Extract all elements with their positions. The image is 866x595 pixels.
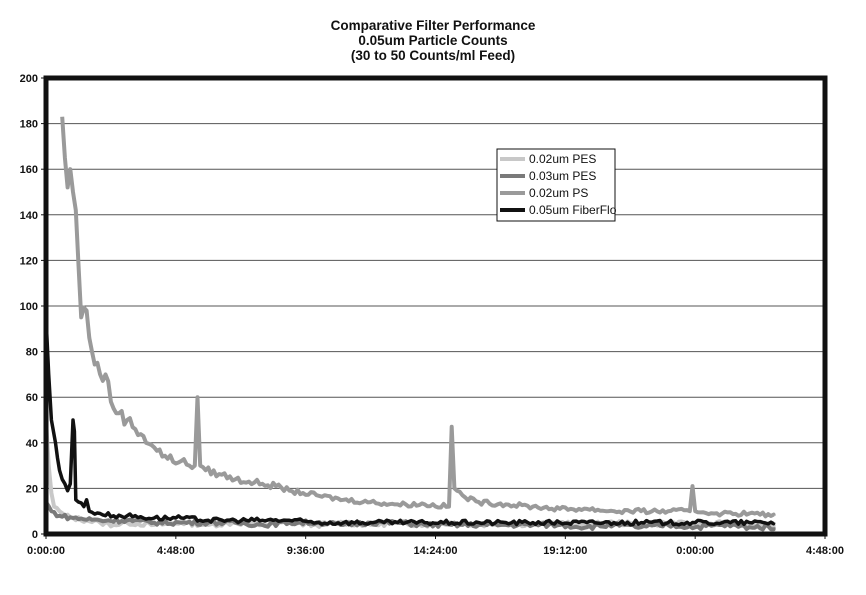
y-tick-label: 140 <box>20 210 38 222</box>
y-tick-label: 20 <box>26 483 38 495</box>
y-tick-label: 160 <box>20 164 38 176</box>
x-tick-label: 4:48:00 <box>806 545 844 557</box>
y-tick-label: 80 <box>26 347 38 359</box>
x-axis: 0:00:00 4:48:00 9:36:00 14:24:00 19:12:00 0:0… <box>27 534 844 557</box>
chart-title-line-2: 0.05um Particle Counts <box>358 33 508 48</box>
series-line-1 <box>44 501 776 532</box>
y-tick-label: 0 <box>32 529 38 541</box>
x-tick-label: 9:36:00 <box>287 545 325 557</box>
chart-title-line-1: Comparative Filter Performance <box>330 18 536 33</box>
chart-title-line-3: (30 to 50 Counts/ml Feed) <box>350 48 516 63</box>
x-tick-label: 0:00:00 <box>27 545 65 557</box>
y-tick-label: 180 <box>20 119 38 131</box>
x-tick-label: 0:00:00 <box>676 545 714 557</box>
legend: 0.02um PES 0.03um PES 0.02um PS 0.05um Fibe… <box>496 148 617 222</box>
chart-title: Comparative Filter Performance 0.05um Pa… <box>0 18 866 63</box>
x-tick-label: 14:24:00 <box>413 545 457 557</box>
y-tick-label: 200 <box>20 73 38 85</box>
series-layer <box>44 116 776 532</box>
legend-label: 0.02um PS <box>529 186 588 200</box>
y-axis: 0 20 40 60 80 100 120 140 160 180 200 <box>20 73 46 541</box>
series-line-2 <box>60 116 776 519</box>
x-tick-label: 19:12:00 <box>543 545 587 557</box>
y-tick-label: 60 <box>26 392 38 404</box>
x-tick-label: 4:48:00 <box>157 545 195 557</box>
series-line-3 <box>44 317 776 527</box>
legend-label: 0.05um FiberFlo <box>529 203 617 217</box>
y-tick-label: 120 <box>20 255 38 267</box>
gridlines <box>46 123 825 489</box>
legend-label: 0.02um PES <box>529 152 596 166</box>
legend-label: 0.03um PES <box>529 169 596 183</box>
y-tick-label: 40 <box>26 438 38 450</box>
y-tick-label: 100 <box>20 301 38 313</box>
